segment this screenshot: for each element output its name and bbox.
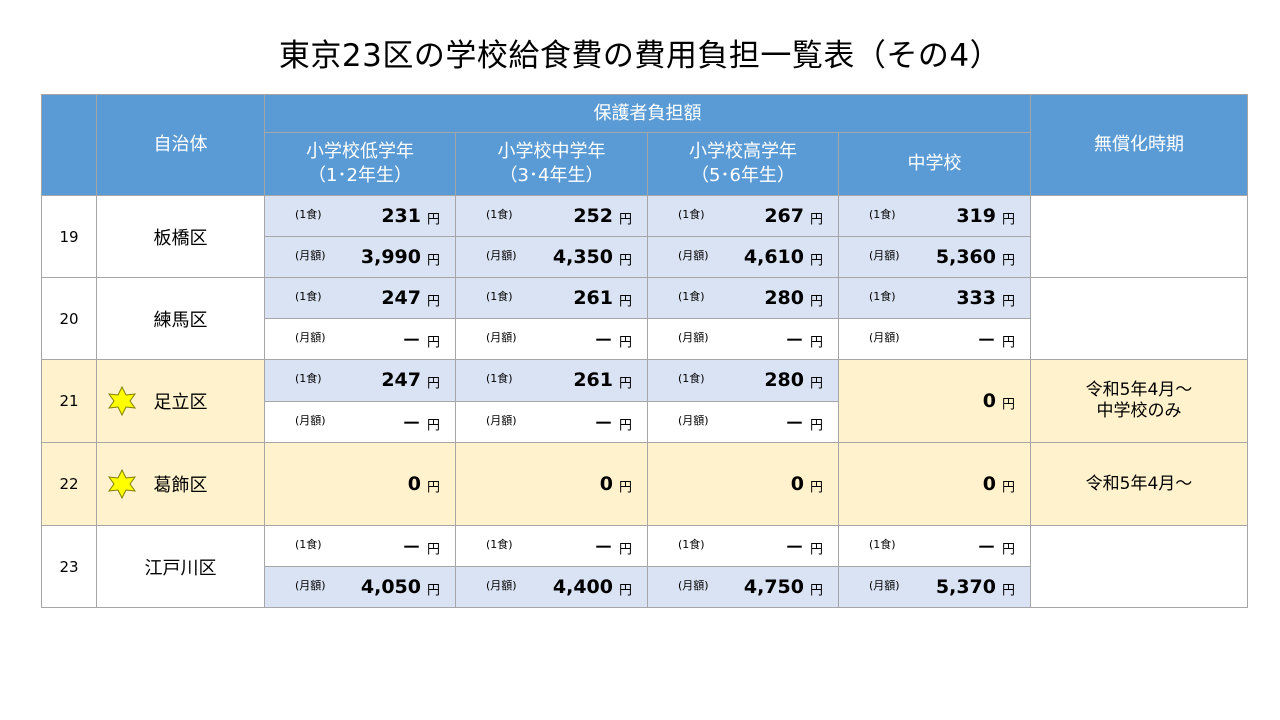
header-no (41, 94, 97, 196)
monthly-cost-cell: (月額) 5,370 円 (869, 576, 1015, 599)
header-upper-elementary: 小学校高学年 （5･6年生） (647, 132, 839, 196)
free-timing-cell: 令和5年4月～ 中学校のみ (1030, 359, 1248, 443)
monthly-cost-cell: (月額) －円 (486, 329, 632, 352)
header-middle-elementary: 小学校中学年 （3･4年生） (455, 132, 648, 196)
header-free-timing: 無償化時期 (1030, 94, 1248, 196)
monthly-cost-cell: (月額) －円 (486, 412, 632, 435)
free-timing-cell (1030, 525, 1248, 608)
meal-cost-cell: (1食) －円 (678, 536, 823, 559)
meal-cost-cell: (1食) 261 円 (486, 369, 632, 392)
meal-cost-cell: (1食) 280 円 (678, 369, 823, 392)
municipality-cell: 足立区 (96, 359, 265, 443)
meal-cost-cell: (1食) 247 円 (295, 369, 440, 392)
header-municipality: 自治体 (96, 94, 265, 196)
free-timing-cell (1030, 277, 1248, 360)
meal-cost-cell: (1食) 267 円 (678, 205, 823, 228)
row-number: 22 (41, 442, 97, 526)
meal-cost-cell: (1食) －円 (869, 536, 1015, 559)
monthly-cost-cell: (月額) 4,750 円 (678, 576, 823, 599)
header-lower-elementary: 小学校低学年 （1･2年生） (264, 132, 456, 196)
meal-cost-cell: (1食) 252 円 (486, 205, 632, 228)
monthly-cost-cell: (月額) －円 (678, 412, 823, 435)
meal-cost-cell: (1食) 231 円 (295, 205, 440, 228)
free-timing-cell (1030, 195, 1248, 278)
municipality-name: 練馬区 (96, 277, 265, 360)
municipality-name: 江戸川区 (96, 525, 265, 608)
municipality-name: 板橋区 (96, 195, 265, 278)
monthly-cost-cell: (月額) 4,350 円 (486, 246, 632, 269)
row-number: 20 (41, 277, 97, 360)
meal-cost-cell: (1食) 280 円 (678, 287, 823, 310)
monthly-cost-cell: (月額) －円 (295, 412, 440, 435)
monthly-cost-cell: (月額) 4,610 円 (678, 246, 823, 269)
star-icon (107, 469, 137, 499)
monthly-cost-cell: (月額) 3,990 円 (295, 246, 440, 269)
municipality-cell: 葛飾区 (96, 442, 265, 526)
meal-cost-cell: (1食) 247 円 (295, 287, 440, 310)
meal-cost-cell: (1食) 261 円 (486, 287, 632, 310)
monthly-cost-cell: (月額) 5,360 円 (869, 246, 1015, 269)
meal-cost-cell: (1食) －円 (295, 536, 440, 559)
row-number: 23 (41, 525, 97, 608)
municipality-name: 葛飾区 (153, 475, 208, 496)
monthly-cost-cell: (月額) －円 (869, 329, 1015, 352)
header-junior-high: 中学校 (838, 132, 1031, 196)
page-title: 東京23区の学校給食費の費用負担一覧表（その4） (278, 38, 1002, 74)
meal-cost-cell: (1食) 319 円 (869, 205, 1015, 228)
row-number: 21 (41, 359, 97, 443)
monthly-cost-cell: (月額) －円 (678, 329, 823, 352)
monthly-cost-cell: (月額) 4,050 円 (295, 576, 440, 599)
header-guardian-burden: 保護者負担額 (264, 94, 1031, 133)
meal-cost-cell: (1食) －円 (486, 536, 632, 559)
municipality-name: 足立区 (153, 392, 208, 413)
star-icon (107, 386, 137, 416)
free-timing-cell: 令和5年4月～ (1030, 442, 1248, 526)
school-lunch-cost-table: 自治体 保護者負担額 無償化時期 小学校低学年 （1･2年生） 小学校中学年 （3･… (41, 94, 1248, 608)
monthly-cost-cell: (月額) 4,400 円 (486, 576, 632, 599)
meal-cost-cell: (1食) 333 円 (869, 287, 1015, 310)
monthly-cost-cell: (月額) －円 (295, 329, 440, 352)
row-number: 19 (41, 195, 97, 278)
